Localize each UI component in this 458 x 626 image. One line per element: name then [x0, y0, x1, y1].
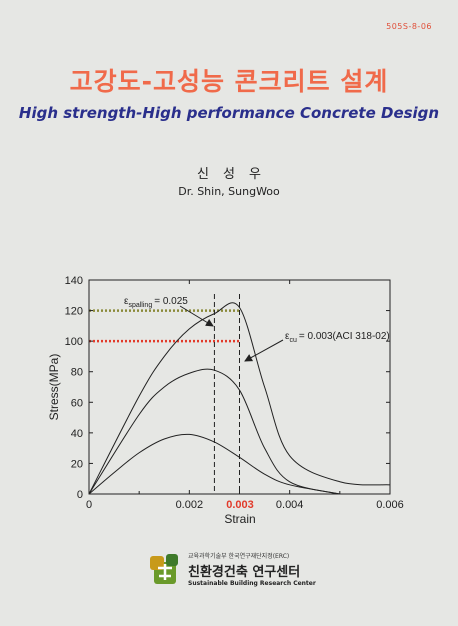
y-tick-label: 60 [71, 397, 83, 409]
stress-strain-curve-3 [88, 433, 340, 495]
publisher-footer: 교육과학기술부 한국연구재단지정(ERC) 친환경건축 연구센터 Sustain… [148, 548, 348, 598]
spalling-arrow [179, 305, 214, 327]
y-tick-label: 0 [77, 489, 83, 501]
cu-subscript: cu [289, 337, 297, 344]
highlight-tick-label: 0.003 [226, 499, 254, 511]
y-tick-label: 40 [71, 428, 83, 440]
title-korean: 고강도-고성능 콘크리트 설계 [69, 67, 389, 96]
x-tick-label: 0.006 [376, 499, 404, 511]
spalling-value: = 0.025 [154, 296, 188, 307]
spalling-subscript: spalling [128, 302, 152, 309]
footer-affiliation: 교육과학기술부 한국연구재단지정(ERC) [188, 553, 290, 560]
spalling-annotation: εspalling = 0.025 [124, 296, 188, 309]
footer-center-name-en: Sustainable Building Research Center [188, 580, 316, 587]
y-tick-label: 80 [71, 367, 83, 379]
research-center-logo [150, 554, 178, 584]
x-tick-label: 0.004 [276, 499, 304, 511]
author-korean: 신성우 [197, 167, 275, 182]
ecu-arrow [244, 339, 284, 362]
title-english: High strength-High performance Concrete … [18, 104, 440, 122]
stress-strain-curve-1 [88, 302, 391, 495]
y-tick-label: 140 [65, 275, 83, 287]
catalog-code: 505S-8-06 [386, 22, 432, 31]
y-axis-title: Stress(MPa) [47, 354, 61, 421]
x-tick-label: 0 [86, 499, 92, 511]
x-axis-title: Strain [224, 512, 255, 526]
epsilon-symbol: ε [124, 296, 129, 307]
footer-center-name: 친환경건축 연구센터 [188, 565, 301, 580]
author-english: Dr. Shin, SungWoo [178, 185, 280, 198]
cu-value: = 0.003(ACI 318-02) [299, 331, 390, 342]
x-tick-label: 0.002 [176, 499, 204, 511]
y-tick-label: 20 [71, 458, 83, 470]
y-tick-label: 100 [65, 336, 83, 348]
epsilon-symbol: ε [285, 331, 290, 342]
ecu-annotation: εcu = 0.003(ACI 318-02) [285, 331, 390, 344]
stress-strain-curve-2 [88, 368, 340, 495]
y-tick-label: 120 [65, 306, 83, 318]
stress-strain-chart: 0 20 40 60 80 100 120 140 0 0.002 0.004 0.006 Stres… [47, 275, 404, 526]
